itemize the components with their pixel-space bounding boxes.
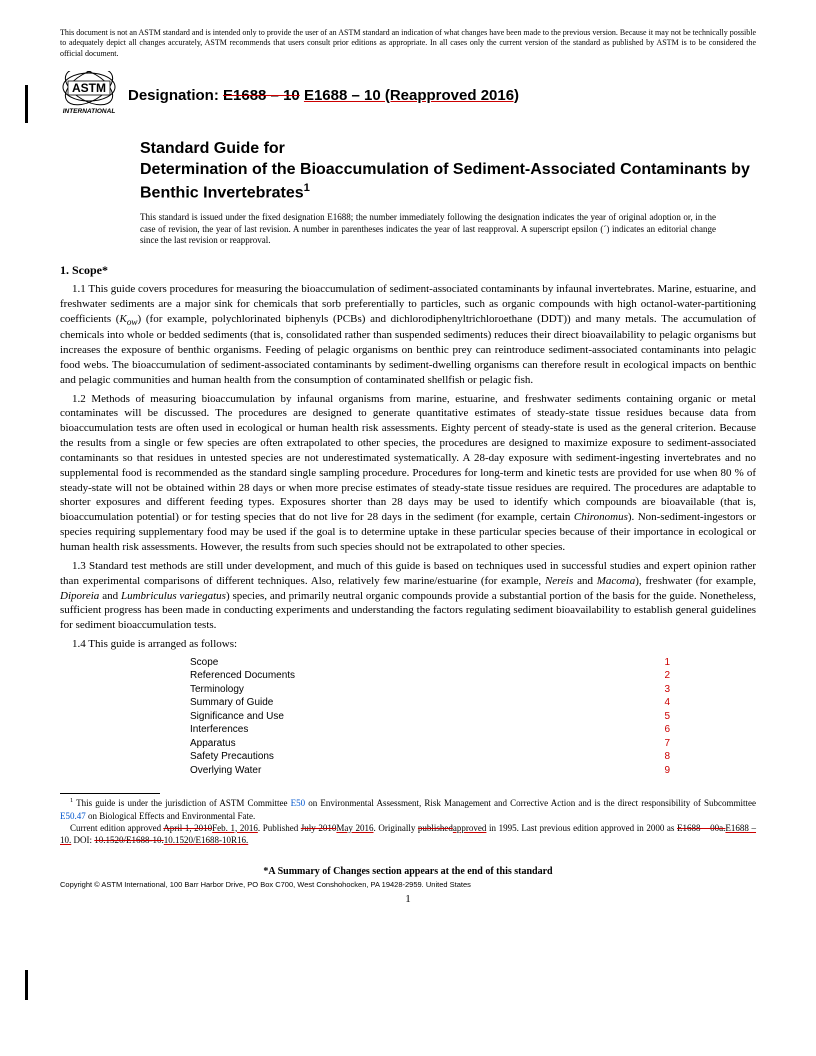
fn1c: on Biological Effects and Environmental …: [86, 811, 256, 821]
footnote-1: 1 This guide is under the jurisdiction o…: [60, 797, 756, 821]
change-bar: [25, 970, 28, 1000]
macoma: Macoma: [597, 575, 636, 587]
toc-label: Scope: [190, 656, 218, 670]
fn2s5: 10.1520/E1688-10.: [94, 835, 164, 845]
lumbriculus: Lumbriculus variegatus: [121, 590, 226, 602]
fn2s4: E1688 – 00a.: [677, 823, 725, 833]
issue-note: This standard is issued under the fixed …: [140, 212, 756, 247]
nereis: Nereis: [545, 575, 573, 587]
svg-text:INTERNATIONAL: INTERNATIONAL: [63, 108, 116, 115]
toc-num: 6: [664, 723, 670, 737]
copyright: Copyright © ASTM International, 100 Barr…: [60, 880, 756, 889]
fn1a: This guide is under the jurisdiction of …: [73, 798, 290, 808]
toc-row: Significance and Use 5: [190, 710, 670, 724]
fn2a: Current edition approved: [70, 823, 163, 833]
para-1-2: 1.2 Methods of measuring bioaccumulation…: [60, 392, 756, 555]
designation: Designation: E1688 – 10 E1688 – 10 (Reap…: [128, 87, 519, 104]
ow: ow: [127, 317, 138, 327]
change-bar: [25, 85, 28, 123]
toc-label: Significance and Use: [190, 710, 284, 724]
fn2n5: 10.1520/E1688-10R16.: [164, 835, 249, 845]
para-1-4: 1.4 This guide is arranged as follows:: [60, 637, 756, 652]
p12a: 1.2 Methods of measuring bioaccumulation…: [60, 393, 756, 524]
astm-logo: ASTM INTERNATIONAL: [60, 71, 118, 119]
p11b: ) (for example, polychlorinated biphenyl…: [60, 313, 756, 386]
toc-row: Summary of Guide 4: [190, 696, 670, 710]
toc-num: 7: [664, 737, 670, 751]
svg-text:ASTM: ASTM: [72, 81, 106, 95]
scope-heading: 1. Scope*: [60, 263, 756, 278]
title-line1: Standard Guide for: [140, 139, 756, 160]
summary-of-changes: *A Summary of Changes section appears at…: [60, 866, 756, 877]
footnote-separator: [60, 793, 160, 794]
toc-label: Safety Precautions: [190, 750, 274, 764]
toc: Scope1Referenced Documents2Terminology3S…: [190, 656, 756, 778]
designation-new: E1688 – 10 (Reapproved 2016): [304, 87, 519, 104]
fn2e: DOI:: [71, 835, 94, 845]
toc-num: 9: [664, 764, 670, 778]
toc-row: Referenced Documents 2: [190, 669, 670, 683]
fn2n3: approved: [453, 823, 487, 833]
fn2b: . Published: [258, 823, 301, 833]
designation-old: E1688 – 10: [223, 87, 300, 104]
fn2s3: published: [418, 823, 453, 833]
toc-label: Overlying Water: [190, 764, 261, 778]
title-block: Standard Guide for Determination of the …: [140, 139, 756, 204]
toc-num: 3: [664, 683, 670, 697]
toc-num: 2: [664, 669, 670, 683]
fn2n2: May 2016: [336, 823, 373, 833]
toc-label: Apparatus: [190, 737, 236, 751]
fn2s2: July 2010: [301, 823, 337, 833]
link-e50[interactable]: E50: [291, 798, 306, 808]
fn2n1: Feb. 1, 2016: [212, 823, 258, 833]
toc-row: Apparatus 7: [190, 737, 670, 751]
and1: and: [573, 575, 597, 587]
fn1b: on Environmental Assessment, Risk Manage…: [305, 798, 756, 808]
fn2d: in 1995. Last previous edition approved …: [486, 823, 677, 833]
header-row: ASTM INTERNATIONAL Designation: E1688 – …: [60, 71, 756, 119]
link-e5047[interactable]: E50.47: [60, 811, 86, 821]
title-main: Determination of the Bioaccumulation of …: [140, 161, 750, 201]
fn2c: . Originally: [373, 823, 417, 833]
toc-row: Terminology 3: [190, 683, 670, 697]
toc-label: Interferences: [190, 723, 248, 737]
para-1-1: 1.1 This guide covers procedures for mea…: [60, 282, 756, 388]
toc-num: 8: [664, 750, 670, 764]
page-number: 1: [60, 893, 756, 905]
toc-label: Summary of Guide: [190, 696, 273, 710]
toc-row: Overlying Water 9: [190, 764, 670, 778]
toc-row: Interferences 6: [190, 723, 670, 737]
toc-row: Scope 1: [190, 656, 670, 670]
fn2s1: April 1, 2010: [163, 823, 212, 833]
toc-label: Referenced Documents: [190, 669, 295, 683]
disclaimer-text: This document is not an ASTM standard an…: [60, 28, 756, 59]
designation-label: Designation:: [128, 87, 219, 104]
toc-num: 1: [664, 656, 670, 670]
toc-label: Terminology: [190, 683, 244, 697]
p13b: ), freshwater (for example,: [635, 575, 756, 587]
title-sup: 1: [304, 182, 310, 194]
k: K: [119, 313, 126, 325]
footnote-2: Current edition approved April 1, 2010Fe…: [60, 822, 756, 846]
toc-row: Safety Precautions 8: [190, 750, 670, 764]
toc-num: 5: [664, 710, 670, 724]
title-line2: Determination of the Bioaccumulation of …: [140, 160, 756, 204]
para-1-3: 1.3 Standard test methods are still unde…: [60, 559, 756, 633]
and2: and: [99, 590, 121, 602]
kow: Kow: [119, 313, 137, 325]
toc-num: 4: [664, 696, 670, 710]
diporeia: Diporeia: [60, 590, 99, 602]
chironomus: Chironomus: [574, 511, 628, 523]
